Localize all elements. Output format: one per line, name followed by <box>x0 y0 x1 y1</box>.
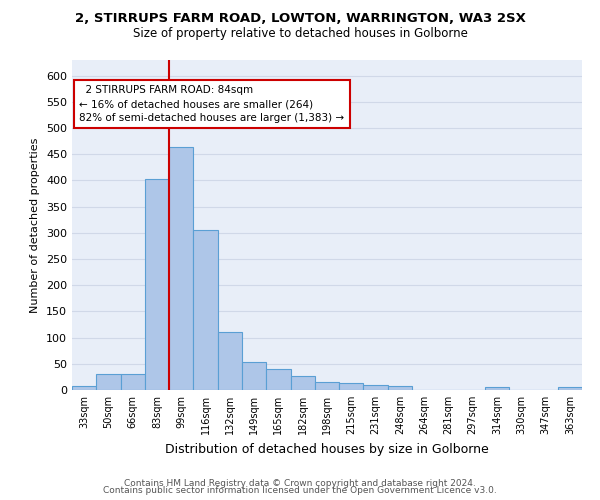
Bar <box>364 385 388 390</box>
Bar <box>169 148 193 390</box>
Bar <box>290 376 315 390</box>
Y-axis label: Number of detached properties: Number of detached properties <box>31 138 40 312</box>
Text: Size of property relative to detached houses in Golborne: Size of property relative to detached ho… <box>133 28 467 40</box>
Text: Contains public sector information licensed under the Open Government Licence v3: Contains public sector information licen… <box>103 486 497 495</box>
Bar <box>339 383 364 390</box>
Bar <box>145 179 169 390</box>
Text: Contains HM Land Registry data © Crown copyright and database right 2024.: Contains HM Land Registry data © Crown c… <box>124 478 476 488</box>
Bar <box>558 388 582 390</box>
Text: 2, STIRRUPS FARM ROAD, LOWTON, WARRINGTON, WA3 2SX: 2, STIRRUPS FARM ROAD, LOWTON, WARRINGTO… <box>74 12 526 26</box>
X-axis label: Distribution of detached houses by size in Golborne: Distribution of detached houses by size … <box>165 442 489 456</box>
Bar <box>193 230 218 390</box>
Bar <box>121 374 145 390</box>
Bar <box>315 382 339 390</box>
Bar <box>96 374 121 390</box>
Text: 2 STIRRUPS FARM ROAD: 84sqm
← 16% of detached houses are smaller (264)
82% of se: 2 STIRRUPS FARM ROAD: 84sqm ← 16% of det… <box>79 85 344 123</box>
Bar <box>218 332 242 390</box>
Bar <box>242 362 266 390</box>
Bar <box>266 369 290 390</box>
Bar <box>72 386 96 390</box>
Bar <box>485 388 509 390</box>
Bar <box>388 386 412 390</box>
